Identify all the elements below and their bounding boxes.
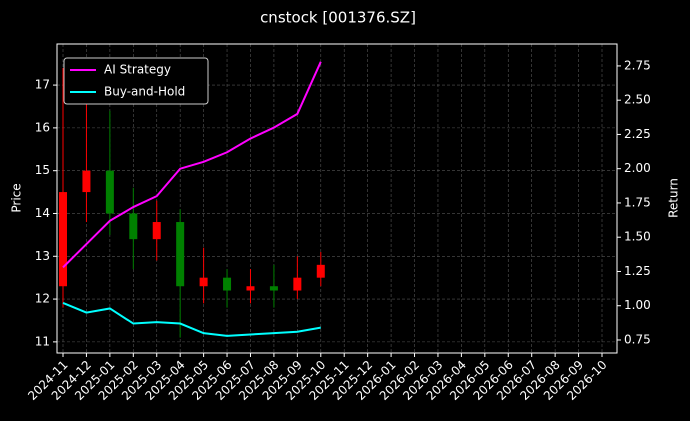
y-axis-label: Price <box>10 183 24 212</box>
candle-body <box>105 170 114 214</box>
plot-frame <box>56 43 618 354</box>
y-tick-label: 12 <box>35 292 50 306</box>
y-tick-label: 13 <box>35 249 50 263</box>
candle-body <box>199 277 208 287</box>
candle-body <box>246 286 255 291</box>
series-line <box>62 302 321 337</box>
candle-body <box>59 192 67 287</box>
candle-body <box>269 286 278 291</box>
y2-tick-label: 1.50 <box>624 230 651 244</box>
candle-body <box>152 222 161 240</box>
y-tick-label: 14 <box>35 206 50 220</box>
y-tick-label: 11 <box>35 334 50 348</box>
candle-body <box>293 277 302 291</box>
legend-box <box>63 57 209 105</box>
y2-axis-label: Return <box>667 178 681 218</box>
y2-tick-label: 0.75 <box>624 332 651 346</box>
y2-tick-label: 2.00 <box>624 161 651 175</box>
candle-body <box>176 222 185 287</box>
y2-tick-label: 1.75 <box>624 195 651 209</box>
candle-body <box>316 264 325 278</box>
candle-body <box>129 213 138 240</box>
y2-tick-label: 1.25 <box>624 264 651 278</box>
legend-label: Buy-and-Hold <box>104 85 185 99</box>
y2-tick-label: 1.00 <box>624 298 651 312</box>
y2-tick-label: 2.50 <box>624 93 651 107</box>
chart-title: cnstock [001376.SZ] <box>260 9 416 27</box>
y-tick-label: 15 <box>35 163 50 177</box>
y2-tick-label: 2.25 <box>624 127 651 141</box>
legend-label: AI Strategy <box>104 63 171 77</box>
y-tick-label: 17 <box>35 78 50 92</box>
candle-body <box>223 277 232 291</box>
y2-tick-label: 2.75 <box>624 58 651 72</box>
y-tick-label: 16 <box>35 120 50 134</box>
candle-body <box>82 170 91 193</box>
series-line <box>62 61 322 269</box>
